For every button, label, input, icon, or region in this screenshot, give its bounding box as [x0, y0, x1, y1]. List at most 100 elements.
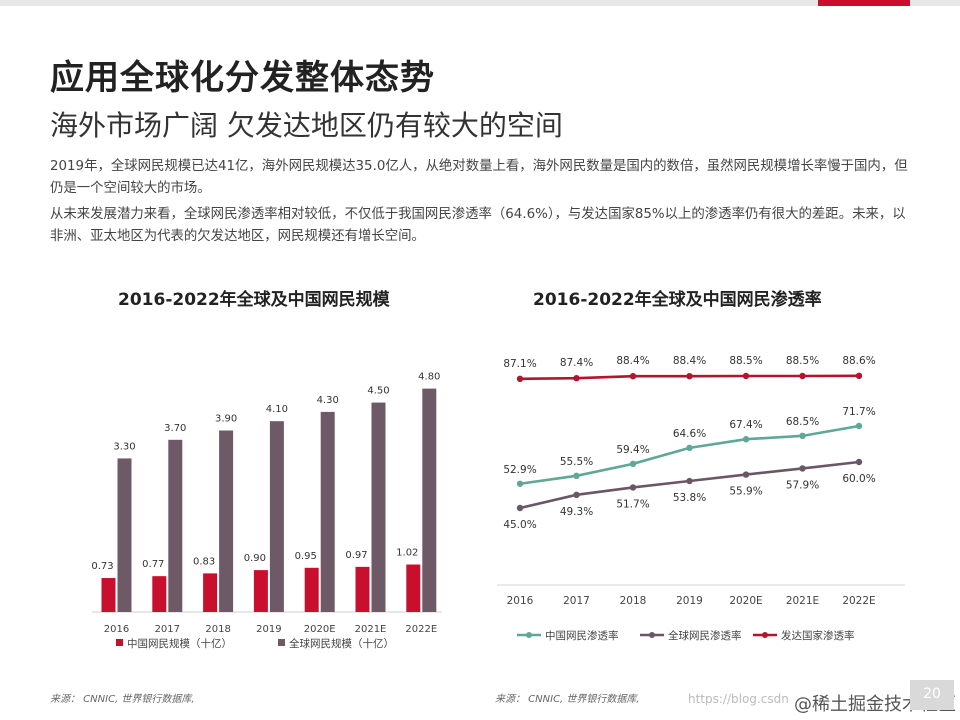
- line-data-label: 87.4%: [560, 357, 593, 369]
- line-data-label: 87.1%: [503, 358, 536, 370]
- source-note-left: 来源： CNNIC, 世界银行数据库,: [50, 694, 195, 705]
- bar-data-label: 0.77: [142, 559, 164, 570]
- line-data-label: 59.4%: [616, 444, 649, 456]
- top-accent-bar: [818, 0, 910, 6]
- paragraph-2: 从未来发展潜力来看，全球网民渗透率相对较低，不仅低于我国网民渗透率（64.6%）…: [50, 207, 906, 244]
- data-point: [855, 372, 863, 379]
- line-data-label: 57.9%: [786, 479, 819, 491]
- top-bar: [0, 0, 960, 6]
- x-tick-label: 2022E: [842, 595, 875, 607]
- bar-global: [269, 421, 284, 612]
- data-point: [742, 436, 750, 443]
- bar-china: [355, 566, 370, 612]
- bar-data-label: 0.90: [244, 553, 266, 564]
- data-point: [516, 504, 524, 512]
- source-note-right: 来源： CNNIC, 世界银行数据库,: [495, 694, 640, 705]
- data-point: [742, 471, 750, 478]
- line-data-label: 88.6%: [842, 355, 875, 367]
- bar-global: [168, 439, 183, 612]
- data-point: [799, 372, 806, 380]
- x-tick-label: 2022E: [405, 624, 437, 635]
- line-data-label: 49.3%: [560, 506, 593, 518]
- bar-china: [406, 564, 421, 612]
- line-data-label: 55.9%: [729, 486, 762, 498]
- legend-swatch: [278, 639, 285, 646]
- line-data-label: 45.0%: [503, 519, 536, 531]
- legend-label: 发达国家渗透率: [781, 629, 855, 642]
- line-chart-title: 2016-2022年全球及中国网民渗透率: [533, 290, 822, 310]
- bar-data-label: 4.50: [367, 386, 389, 397]
- x-tick-label: 2017: [563, 595, 590, 607]
- x-tick-label: 2019: [256, 624, 281, 635]
- bar-china: [101, 578, 116, 612]
- data-point: [855, 458, 863, 466]
- bar-data-label: 3.30: [113, 441, 135, 452]
- bar-chart: 0.73 3.30 2016 0.77 3.70 2017 0.83 3.90 2018 0.90…: [91, 372, 442, 650]
- legend-marker: [526, 632, 532, 638]
- bar-global: [422, 388, 437, 612]
- data-point: [629, 484, 637, 491]
- paragraph-1: 2019年，全球网民规模已达41亿，海外网民规模达35.0亿人，从绝对数量上看，…: [50, 159, 908, 196]
- x-tick-label: 2021E: [786, 595, 819, 607]
- page-number: 20: [910, 680, 954, 710]
- line-chart: 52.9% 55.5% 59.4% 64.6% 67.4% 68.5% 71.7% 45.0%…: [497, 355, 905, 642]
- bar-global: [117, 458, 132, 612]
- data-point: [516, 375, 524, 382]
- bar-data-label: 0.73: [91, 561, 113, 572]
- line-data-label: 52.9%: [503, 464, 536, 476]
- line-data-label: 51.7%: [616, 498, 649, 510]
- bar-china: [304, 567, 319, 612]
- bar-global: [219, 430, 234, 612]
- line-data-label: 88.4%: [673, 355, 706, 367]
- page-title: 应用全球化分发整体态势: [50, 58, 435, 98]
- data-point: [516, 480, 524, 487]
- bar-data-label: 3.90: [215, 414, 237, 425]
- bar-data-label: 4.80: [418, 372, 440, 383]
- bar-global: [320, 411, 335, 612]
- x-tick-label: 2016: [507, 595, 534, 607]
- x-tick-label: 2018: [620, 595, 647, 607]
- line-data-label: 88.5%: [786, 355, 819, 367]
- legend-label: 中国网民规模（十亿）: [127, 637, 232, 650]
- legend-label: 全球网民规模（十亿）: [289, 637, 394, 650]
- line-data-label: 53.8%: [673, 492, 706, 504]
- bar-data-label: 4.30: [317, 395, 339, 406]
- line-data-label: 67.4%: [729, 419, 762, 431]
- data-point: [573, 491, 580, 499]
- line-data-label: 64.6%: [673, 428, 706, 440]
- line-data-label: 71.7%: [842, 406, 875, 418]
- data-point: [686, 444, 693, 452]
- bar-data-label: 0.97: [345, 550, 367, 561]
- line-data-label: 55.5%: [560, 456, 593, 468]
- bar-china: [203, 573, 218, 612]
- data-point: [573, 472, 580, 479]
- bar-global: [371, 402, 386, 612]
- line-data-label: 68.5%: [786, 416, 819, 428]
- data-point: [686, 477, 693, 485]
- bar-china: [152, 576, 167, 612]
- data-point: [686, 373, 693, 380]
- legend-label: 全球网民渗透率: [668, 629, 742, 642]
- legend-label: 中国网民渗透率: [545, 629, 619, 642]
- data-point: [573, 375, 580, 382]
- legend-marker: [762, 632, 768, 638]
- data-point: [742, 372, 750, 380]
- x-tick-label: 2016: [104, 624, 129, 635]
- data-point: [799, 432, 806, 440]
- data-point: [629, 373, 637, 380]
- bar-data-label: 4.10: [266, 404, 288, 415]
- x-tick-label: 2017: [155, 624, 180, 635]
- line-data-label: 60.0%: [842, 473, 875, 485]
- x-tick-label: 2021E: [355, 624, 387, 635]
- bar-data-label: 0.83: [193, 556, 215, 567]
- legend-swatch: [116, 639, 123, 646]
- bar-data-label: 3.70: [164, 423, 186, 434]
- bar-china: [253, 570, 268, 612]
- x-tick-label: 2020E: [304, 624, 336, 635]
- data-point: [855, 422, 863, 430]
- bar-data-label: 1.02: [396, 548, 418, 559]
- data-point: [799, 465, 806, 472]
- line-data-label: 88.4%: [616, 355, 649, 367]
- line-data-label: 88.5%: [729, 355, 762, 367]
- bar-chart-title: 2016-2022年全球及中国网民规模: [118, 290, 390, 310]
